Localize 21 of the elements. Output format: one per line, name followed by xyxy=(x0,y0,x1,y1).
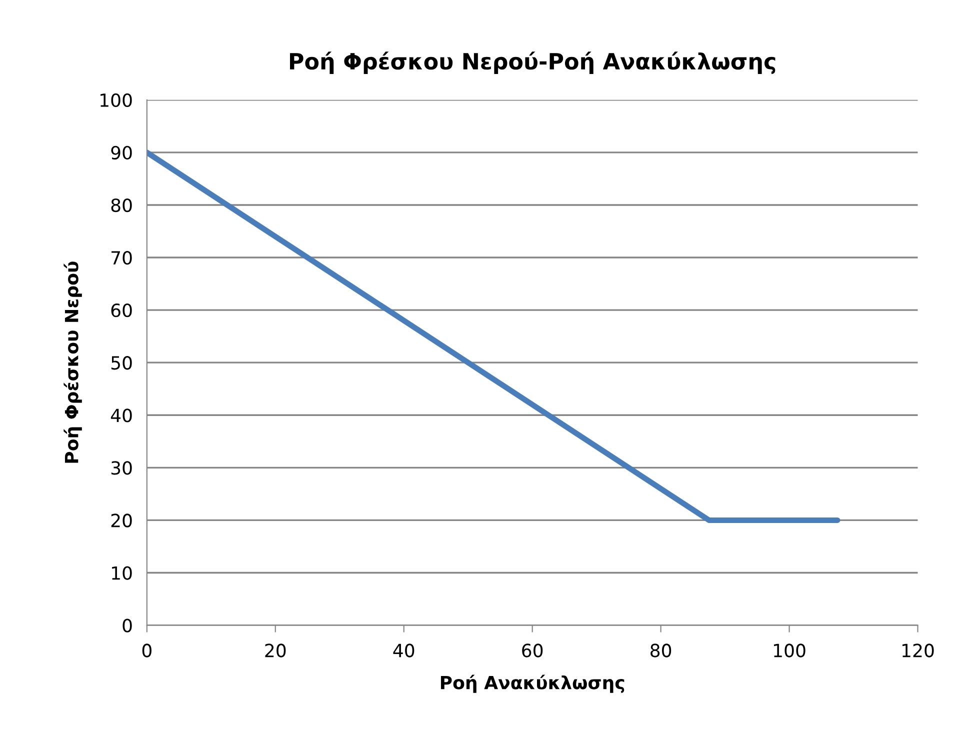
y-tick-label: 100 xyxy=(100,93,132,108)
x-tick-label: 40 xyxy=(393,644,414,658)
y-tick-label: 90 xyxy=(111,146,132,160)
y-tick-label: 80 xyxy=(111,198,132,212)
y-tick-label: 70 xyxy=(112,250,132,265)
chart-title: Ροή Φρέσκου Νερού-Ροή Ανακύκλωσης xyxy=(290,52,776,74)
y-tick-label: 50 xyxy=(111,356,132,370)
y-tick-label: 10 xyxy=(112,566,132,580)
y-tick-label: 60 xyxy=(111,304,132,318)
x-tick-label: 60 xyxy=(522,644,543,658)
x-tick-label: 80 xyxy=(650,644,672,658)
x-axis-title: Ροή Ανακύκλωσης xyxy=(440,674,624,693)
x-tick-label: 20 xyxy=(265,644,286,658)
y-tick-label: 40 xyxy=(110,408,132,422)
y-tick-label: 20 xyxy=(111,514,132,528)
y-tick-label: 0 xyxy=(122,618,132,632)
x-tick-label: 120 xyxy=(902,644,934,658)
y-tick-label: 30 xyxy=(111,461,132,475)
x-tick-label: 0 xyxy=(142,644,152,658)
y-axis-title: Ροή Φρέσκου Νερού xyxy=(64,262,82,463)
x-tick-label: 100 xyxy=(774,644,806,658)
